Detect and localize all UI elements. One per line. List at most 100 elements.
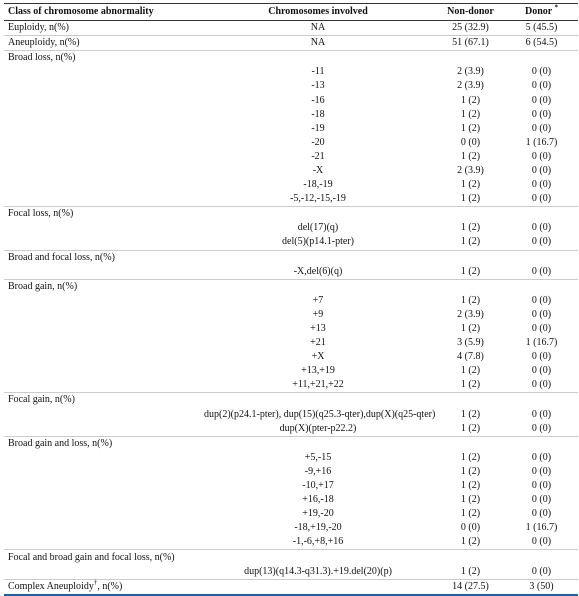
donor-cell: 0 (0) xyxy=(531,122,552,134)
data-row: del(17)(q) 1 (2) 0 (0) xyxy=(4,221,578,235)
chromosomes-cell: -11 xyxy=(311,66,325,78)
chromosomes-cell: -1,-6,+8,+16 xyxy=(292,536,344,548)
donor-cell: 5 (45.5) xyxy=(505,19,578,36)
data-row: +11,+21,+22 1 (2) 0 (0) xyxy=(4,378,578,393)
data-row: -10,+17 1 (2) 0 (0) xyxy=(4,479,578,493)
non-donor-cell: 1 (2) xyxy=(460,122,481,134)
class-cell xyxy=(4,350,200,364)
non-donor-cell: 1 (2) xyxy=(460,565,481,577)
header-cell: Donor * xyxy=(505,3,578,21)
footnote-mark: † xyxy=(93,578,98,587)
class-cell xyxy=(4,150,200,164)
non-donor-cell: 1 (2) xyxy=(460,294,481,306)
chromosomes-cell: +11,+21,+22 xyxy=(292,379,344,391)
class-cell xyxy=(4,408,200,422)
data-row: -5,-12,-15,-19 1 (2) 0 (0) xyxy=(4,192,578,207)
class-cell xyxy=(4,322,200,336)
data-row: +16,-18 1 (2) 0 (0) xyxy=(4,493,578,507)
data-row: +7 1 (2) 0 (0) xyxy=(4,294,578,308)
data-row: -21 1 (2) 0 (0) xyxy=(4,150,578,164)
chromosomes-cell: +16,-18 xyxy=(302,494,334,506)
non-donor-cell: 1 (2) xyxy=(460,451,481,463)
donor-cell: 0 (0) xyxy=(531,480,552,492)
section-label: Broad and focal loss, n(%) xyxy=(4,249,578,265)
chromosomes-cell: -10,+17 xyxy=(302,480,334,492)
non-donor-cell: 4 (7.8) xyxy=(457,351,484,363)
data-row: -X,del(6)(q) 1 (2) 0 (0) xyxy=(4,265,578,280)
data-row: -18,+19,-20 0 (0) 1 (16.7) xyxy=(4,521,578,535)
data-row: +21 3 (5.9) 1 (16.7) xyxy=(4,336,578,350)
class-cell xyxy=(4,294,200,308)
non-donor-cell: 1 (2) xyxy=(460,193,481,205)
non-donor-cell: 1 (2) xyxy=(460,379,481,391)
section-row: Broad loss, n(%) xyxy=(4,50,578,66)
donor-cell: 0 (0) xyxy=(531,94,552,106)
data-row: +5,-15 1 (2) 0 (0) xyxy=(4,451,578,465)
class-cell xyxy=(4,265,200,280)
abnormality-table: Class of chromosome abnormality Chromoso… xyxy=(4,3,578,596)
donor-cell: 0 (0) xyxy=(531,451,552,463)
section-label: Focal and broad gain and focal loss, n(%… xyxy=(4,549,578,565)
donor-cell: 0 (0) xyxy=(531,408,552,420)
donor-cell: 0 (0) xyxy=(531,565,552,577)
section-row: Focal loss, n(%) xyxy=(4,206,578,222)
class-cell: Aneuploidy, n(%) xyxy=(4,35,200,51)
donor-cell: 0 (0) xyxy=(531,108,552,120)
class-cell xyxy=(4,451,200,465)
donor-cell: 0 (0) xyxy=(531,308,552,320)
non-donor-cell: 1 (2) xyxy=(460,150,481,162)
donor-cell: 0 (0) xyxy=(531,323,552,335)
non-donor-cell: 51 (67.1) xyxy=(436,35,505,51)
chromosomes-cell: +9 xyxy=(312,308,324,320)
non-donor-cell: 1 (2) xyxy=(460,323,481,335)
non-donor-cell: 1 (2) xyxy=(460,236,481,248)
section-row: Broad gain and loss, n(%) xyxy=(4,435,578,451)
data-row: -20 0 (0) 1 (16.7) xyxy=(4,136,578,150)
non-donor-cell: 25 (32.9) xyxy=(436,19,505,36)
class-cell xyxy=(4,378,200,393)
non-donor-cell: 1 (2) xyxy=(460,536,481,548)
donor-cell: 0 (0) xyxy=(531,150,552,162)
non-donor-cell: 1 (2) xyxy=(460,179,481,191)
non-donor-cell: 0 (0) xyxy=(460,136,481,148)
class-cell xyxy=(4,465,200,479)
chromosomes-cell: -5,-12,-15,-19 xyxy=(290,193,346,205)
donor-cell: 0 (0) xyxy=(531,164,552,176)
class-cell: Euploidy, n(%) xyxy=(4,19,200,36)
class-cell xyxy=(4,364,200,378)
non-donor-cell: 1 (2) xyxy=(460,108,481,120)
data-row: -13 2 (3.9) 0 (0) xyxy=(4,79,578,93)
chromosomes-cell: -18 xyxy=(311,108,325,120)
data-row: -16 1 (2) 0 (0) xyxy=(4,93,578,107)
section-label: Focal loss, n(%) xyxy=(4,206,578,222)
chromosomes-cell: NA xyxy=(200,19,436,36)
footnote-mark: * xyxy=(554,3,559,12)
class-cell xyxy=(4,521,200,535)
section-label: Broad gain, n(%) xyxy=(4,278,578,294)
chromosomes-cell: -X xyxy=(312,164,324,176)
chromosomes-cell: +13,+19 xyxy=(301,365,335,377)
donor-cell: 0 (0) xyxy=(531,422,552,434)
chromosomes-cell: dup(X)(pter-p22.2) xyxy=(279,422,357,434)
class-cell xyxy=(4,493,200,507)
non-donor-cell: 1 (2) xyxy=(460,94,481,106)
chromosomes-cell: +21 xyxy=(310,337,326,349)
section-row: Broad and focal loss, n(%) xyxy=(4,249,578,265)
chromosomes-cell: +19,-20 xyxy=(302,508,334,520)
donor-cell: 1 (16.7) xyxy=(525,522,558,534)
donor-cell: 0 (0) xyxy=(531,294,552,306)
non-donor-cell: 1 (2) xyxy=(460,480,481,492)
header-cell: Non-donor xyxy=(436,3,505,21)
donor-cell: 3 (50) xyxy=(505,578,578,596)
donor-cell: 0 (0) xyxy=(531,179,552,191)
chromosomes-cell: -21 xyxy=(311,150,325,162)
chromosomes-cell: +5,-15 xyxy=(304,451,332,463)
chromosomes-cell: -13 xyxy=(311,80,325,92)
donor-cell: 0 (0) xyxy=(531,508,552,520)
non-donor-cell: 1 (2) xyxy=(460,494,481,506)
data-row: +13 1 (2) 0 (0) xyxy=(4,322,578,336)
chromosomes-cell: dup(13)(q14.3-q31.3).+19.del(20)(p) xyxy=(244,565,392,577)
donor-cell: 0 (0) xyxy=(531,351,552,363)
donor-cell: 0 (0) xyxy=(531,536,552,548)
non-donor-cell: 14 (27.5) xyxy=(436,578,505,596)
